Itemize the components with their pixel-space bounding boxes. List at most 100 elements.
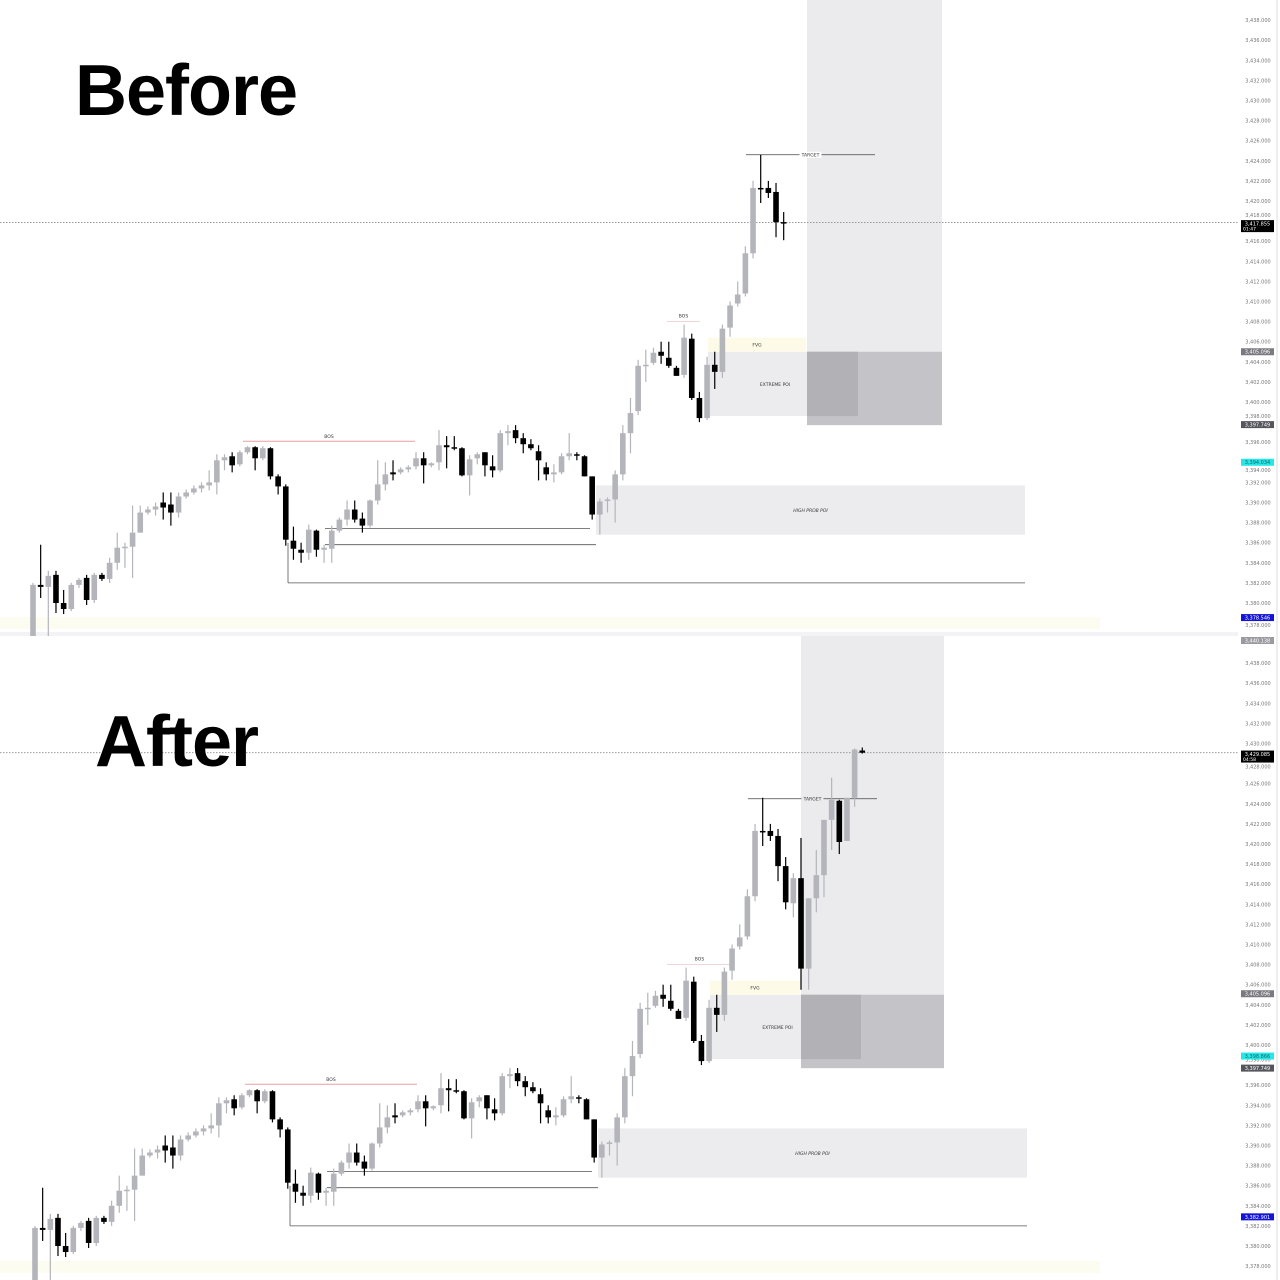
plot-area: FVG EXTREME POI HIGH PROB POI BOS BOS TARGET <box>0 636 1240 1280</box>
candle-bullish <box>474 454 481 459</box>
candle-bullish <box>405 467 412 470</box>
candle-bullish <box>620 433 626 475</box>
panel-after: FVG EXTREME POI HIGH PROB POI BOS BOS TARGET 3… <box>0 636 1280 1280</box>
candle-bearish <box>351 509 358 520</box>
target-label-bg <box>799 151 822 158</box>
candle-bullish <box>200 1128 207 1132</box>
candle-bearish <box>269 1091 276 1120</box>
candle-bullish <box>468 1102 475 1119</box>
candle-bearish <box>528 444 534 449</box>
candle-bullish <box>382 474 389 485</box>
candle-bullish <box>505 431 511 434</box>
candle-bullish <box>813 875 820 899</box>
candle-bullish <box>374 484 381 501</box>
candle-bearish <box>667 1000 674 1009</box>
price-label-text: 3,429.085 <box>1245 752 1270 758</box>
candle-bullish <box>323 1190 329 1193</box>
price-label-box <box>1241 458 1274 466</box>
price-tick-label: 3,380.000 <box>1245 601 1270 607</box>
candle-bullish <box>413 458 419 467</box>
candle-bullish <box>93 1217 100 1243</box>
candle-bullish <box>744 896 751 937</box>
candle-bullish <box>729 948 735 971</box>
candle-bullish <box>436 445 442 463</box>
price-tick-label: 3,418.000 <box>1245 862 1270 868</box>
price-tick-label: 3,432.000 <box>1245 78 1270 84</box>
candle-bullish <box>415 1101 421 1110</box>
candle-bearish <box>543 467 550 475</box>
candle-bearish <box>422 1101 429 1109</box>
candle-bearish <box>491 1109 498 1114</box>
price-label-box <box>1241 750 1274 763</box>
candle-bullish <box>246 1090 253 1096</box>
price-tick-label: 3,384.000 <box>1245 561 1270 567</box>
candle-bearish <box>282 486 289 540</box>
candle-bullish <box>734 294 741 304</box>
candle-bullish <box>645 1007 651 1010</box>
candle-bullish <box>750 187 756 254</box>
candle-bearish <box>673 367 680 376</box>
session-band <box>0 1261 1100 1273</box>
candle-bullish <box>428 463 435 466</box>
price-tick-label: 3,378.000 <box>1245 623 1270 629</box>
candle-bearish <box>765 187 772 193</box>
price-tick-label: 3,388.000 <box>1245 521 1270 527</box>
high-prob-poi-zone <box>596 485 1025 535</box>
candle-bullish <box>851 749 858 798</box>
candle-bearish <box>451 447 458 449</box>
candle-bullish <box>627 413 634 434</box>
panel-title-before: Before <box>75 51 298 131</box>
candle-bullish <box>727 305 733 328</box>
candle-bullish <box>185 1135 191 1140</box>
candle-bullish <box>139 1155 146 1176</box>
price-tick-label: 3,434.000 <box>1245 58 1270 64</box>
price-label-box <box>1241 1052 1274 1060</box>
target-label: TARGET <box>801 153 820 159</box>
price-tick-label: 3,422.000 <box>1245 822 1270 828</box>
panel-separator <box>0 632 1240 636</box>
candle-bearish <box>277 1119 283 1130</box>
candle-bullish <box>367 500 373 526</box>
price-label-text: 3,417.855 <box>1245 222 1270 228</box>
candle-bullish <box>721 971 728 1015</box>
candle-bearish <box>688 338 695 398</box>
candle-bullish <box>124 1189 130 1192</box>
price-tick-label: 3,438.000 <box>1245 661 1270 667</box>
candle-bullish <box>131 1175 138 1190</box>
price-label-box <box>1241 220 1274 233</box>
price-label-text: 3,394.034 <box>1245 460 1270 466</box>
price-tick-label: 3,416.000 <box>1245 882 1270 888</box>
price-tick-label: 3,412.000 <box>1245 279 1270 285</box>
price-tick-label: 3,414.000 <box>1245 902 1270 908</box>
candle-bullish <box>183 492 189 497</box>
high-prob-poi-label: HIGH PROB POI <box>795 1151 830 1157</box>
fvg-zone <box>710 980 800 995</box>
candle-bearish <box>514 1073 521 1082</box>
target-label-bg <box>801 795 824 802</box>
price-tick-label: 3,430.000 <box>1245 742 1270 748</box>
price-label-text: 3,397.749 <box>1245 423 1270 429</box>
price-tick-label: 3,408.000 <box>1245 320 1270 326</box>
candle-bullish <box>604 499 611 501</box>
candle-bearish <box>252 447 258 459</box>
candle-bullish <box>643 364 649 367</box>
candle-bullish <box>438 1088 444 1106</box>
price-label-text: 3,382.901 <box>1245 1215 1270 1221</box>
price-tick-label: 3,408.000 <box>1245 963 1270 969</box>
price-tick-label: 3,416.000 <box>1245 239 1270 245</box>
candle-bearish <box>696 397 703 419</box>
candle-bearish <box>298 549 304 553</box>
candle-bullish <box>844 797 850 841</box>
bos-label: BOS <box>679 314 689 320</box>
candle-bullish <box>321 547 327 550</box>
candle-bearish <box>859 750 866 753</box>
candle-bearish <box>530 1087 536 1092</box>
candle-bullish <box>68 584 75 610</box>
candle-bullish <box>681 337 687 375</box>
price-tick-label: 3,410.000 <box>1245 300 1270 306</box>
candle-bullish <box>346 1152 352 1163</box>
candle-bullish <box>614 1117 620 1143</box>
candle-bullish <box>497 433 504 471</box>
price-tick-label: 3,426.000 <box>1245 782 1270 788</box>
candle-bullish <box>32 1227 38 1280</box>
